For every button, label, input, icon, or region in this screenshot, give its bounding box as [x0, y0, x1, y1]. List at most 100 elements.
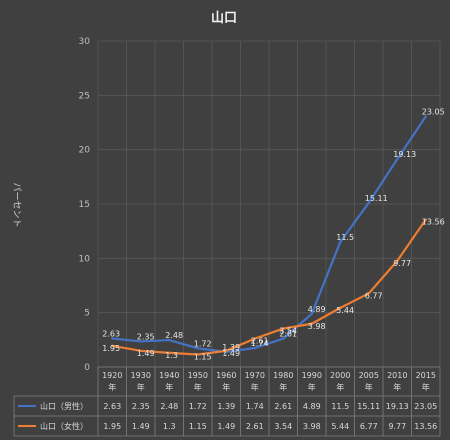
- data-label: 3.54: [279, 327, 297, 336]
- data-label: 5.44: [336, 306, 354, 315]
- x-tick-label: 1960: [216, 371, 236, 380]
- y-tick-label: 5: [84, 309, 90, 319]
- data-label: 19.13: [393, 150, 416, 159]
- data-point: [196, 347, 199, 350]
- data-point: [168, 338, 171, 342]
- x-tick-label-suffix: 年: [279, 382, 287, 392]
- data-point: [396, 259, 399, 263]
- series-line: [112, 115, 427, 353]
- table-cell: 1.39: [217, 402, 235, 411]
- data-label: 1.49: [222, 349, 240, 358]
- data-table: 1920 年 1930 年 1940 年 1950 年 1960 年 1970 年 1980 年 1990 年…: [13, 366, 441, 437]
- x-tick-label: 2015: [416, 371, 436, 380]
- data-point: [339, 306, 342, 310]
- y-tick-label: 15: [79, 200, 90, 210]
- data-point: [424, 218, 427, 221]
- data-label: 1.72: [194, 339, 212, 348]
- x-tick-label-suffix: 年: [108, 382, 116, 392]
- data-label: 2.48: [165, 331, 183, 340]
- table-cell: 11.5: [331, 402, 349, 411]
- x-tick-label: 1950: [188, 371, 208, 380]
- x-tick-label-suffix: 年: [422, 382, 430, 392]
- y-axis-ticks: 0 5 10 15 20 25 30: [79, 37, 91, 373]
- data-label: 2.63: [102, 329, 120, 338]
- legend-label: 山口（女性）: [40, 421, 88, 431]
- y-tick-label: 25: [79, 91, 90, 101]
- table-cell: 1.74: [246, 402, 264, 411]
- data-label: 2.35: [137, 332, 155, 341]
- table-cell: 23.05: [414, 402, 437, 411]
- data-point: [111, 337, 114, 340]
- x-tick-label-suffix: 年: [222, 382, 230, 392]
- series-lines: [111, 115, 427, 356]
- chart-title: 山口: [211, 10, 237, 26]
- table-cell: 13.56: [414, 422, 437, 431]
- x-tick-label: 1920: [102, 371, 122, 380]
- data-point: [310, 312, 313, 316]
- data-label: 6.77: [365, 291, 383, 300]
- data-point: [139, 349, 142, 353]
- data-label: 2.61: [251, 337, 269, 346]
- table-cell: 9.77: [388, 422, 406, 431]
- data-label: 4.89: [308, 305, 326, 314]
- x-tick-label-suffix: 年: [393, 382, 401, 392]
- table-cell: 3.98: [303, 422, 321, 431]
- series-line: [112, 219, 427, 356]
- table-cell: 2.35: [132, 402, 150, 411]
- data-point: [111, 344, 114, 348]
- data-point: [253, 337, 256, 340]
- table-cell: 19.13: [386, 402, 409, 411]
- table-cell: 1.49: [217, 422, 235, 431]
- data-point: [424, 115, 427, 118]
- data-label: 11.5: [336, 233, 354, 242]
- table-cell: 5.44: [331, 422, 349, 431]
- x-tick-label-suffix: 年: [165, 382, 173, 392]
- data-point: [225, 349, 228, 353]
- table-cell: 3.54: [274, 422, 292, 431]
- data-labels: 2.63 2.35 2.481.72 1.39 1.742.614.8911.515.1…: [102, 108, 444, 362]
- data-point: [310, 322, 313, 325]
- x-tick-label-suffix: 年: [308, 382, 316, 392]
- table-cell: 2.61: [246, 422, 264, 431]
- table-cell: 2.61: [274, 402, 292, 411]
- data-point: [282, 337, 285, 340]
- x-tick-label: 2005: [359, 371, 379, 380]
- data-label: 9.77: [393, 259, 411, 268]
- data-label: 2.61: [279, 330, 297, 339]
- table-cell: 1.3: [163, 422, 176, 431]
- data-label: 1.95: [102, 344, 120, 353]
- data-point: [253, 346, 256, 350]
- data-label: 23.05: [422, 108, 445, 117]
- data-point: [367, 201, 370, 205]
- x-tick-label-suffix: 年: [365, 382, 373, 392]
- data-label: 1.74: [251, 339, 269, 348]
- data-label: 13.56: [422, 218, 445, 227]
- legend-label: 山口（男性）: [40, 401, 88, 411]
- table-cell: 1.95: [103, 422, 121, 431]
- data-point: [168, 351, 171, 355]
- x-tick-label-suffix: 年: [336, 382, 344, 392]
- data-label: 1.15: [194, 353, 212, 362]
- x-tick-label-suffix: 年: [137, 382, 145, 392]
- y-tick-label: 0: [84, 363, 90, 373]
- data-point: [367, 292, 370, 295]
- x-tick-label: 2010: [387, 371, 407, 380]
- x-tick-label: 1990: [302, 371, 322, 380]
- gridlines: [97, 40, 441, 368]
- table-cell: 1.15: [189, 422, 207, 431]
- x-tick-label-suffix: 年: [251, 382, 259, 392]
- data-point: [339, 240, 342, 244]
- x-tick-label: 1940: [159, 371, 179, 380]
- x-tick-label-suffix: 年: [194, 382, 202, 392]
- table-cell: 6.77: [360, 422, 378, 431]
- table-cell: 4.89: [303, 402, 321, 411]
- y-axis-label: パーセント: [11, 182, 22, 227]
- table-cell: 15.11: [357, 402, 380, 411]
- data-point: [396, 157, 399, 161]
- x-tick-label: 1970: [245, 371, 265, 380]
- data-label: 1.39: [222, 343, 240, 352]
- x-tick-label: 1930: [131, 371, 151, 380]
- data-point: [139, 340, 142, 343]
